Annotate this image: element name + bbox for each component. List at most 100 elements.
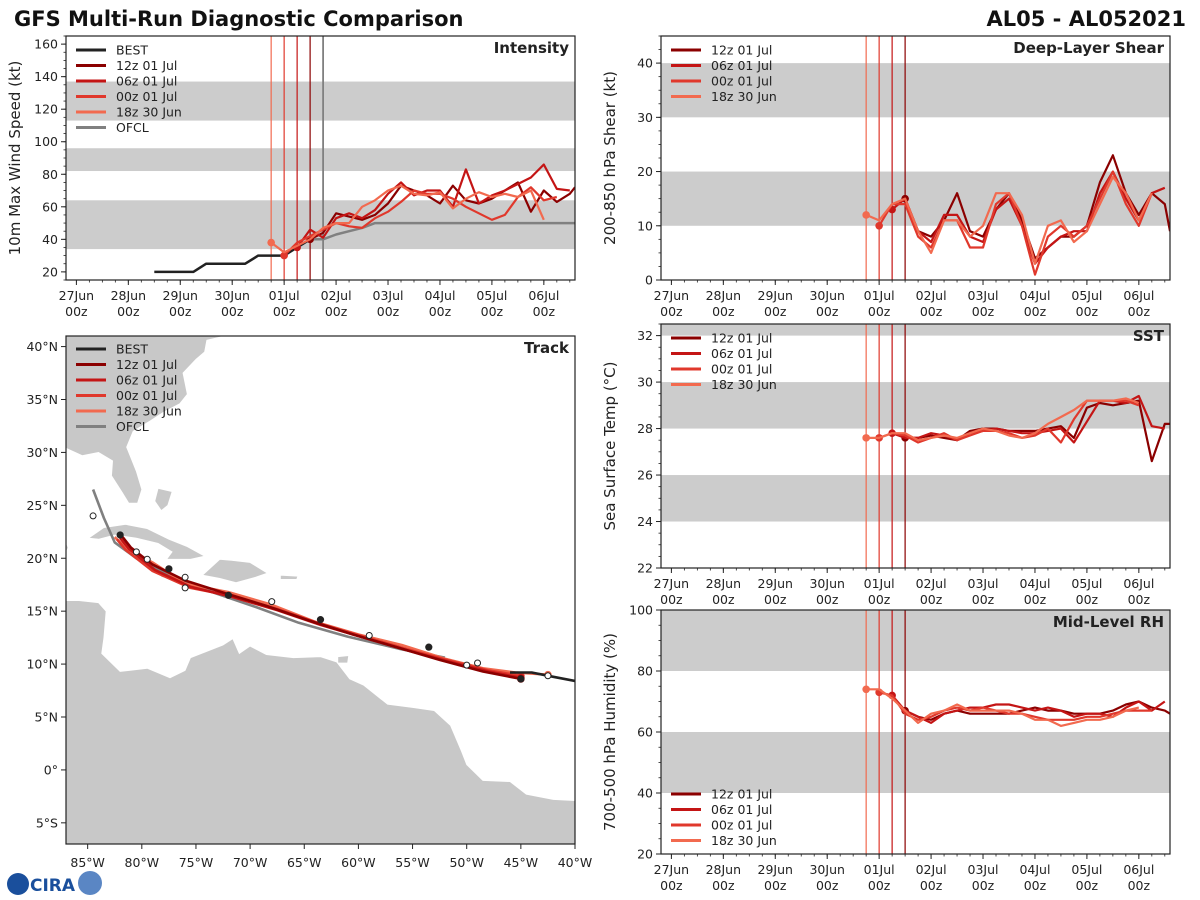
x-tick-label-hour: 00z	[816, 304, 839, 319]
x-tick-label-date: 05Jul	[1071, 862, 1102, 877]
legend-label-00z-01-jul: 00z 01 Jul	[711, 362, 772, 377]
x-tick-label: 70°W	[233, 855, 268, 870]
x-tick-label-hour: 00z	[972, 592, 995, 607]
y-tick-label: 32	[637, 328, 653, 343]
x-tick-label-hour: 00z	[1128, 304, 1151, 319]
x-tick-label-hour: 00z	[816, 592, 839, 607]
series-line-06z-01-jul	[296, 163, 570, 249]
landmass-bahamas	[154, 487, 173, 512]
track-open-marker	[89, 512, 97, 520]
x-tick-label-hour: 00z	[660, 878, 683, 893]
legend-label-12z-01-jul: 12z 01 Jul	[711, 331, 772, 346]
x-tick-label: 85°W	[70, 855, 105, 870]
legend-label-06z-01-jul: 06z 01 Jul	[711, 802, 772, 817]
y-axis-label: Sea Surface Temp (°C)	[601, 361, 619, 530]
logo-emblem-icon	[78, 871, 102, 895]
x-tick-label-date: 30Jun	[809, 862, 844, 877]
panel-title: Intensity	[494, 39, 570, 57]
series-start-marker-00z-01-jul	[280, 251, 288, 260]
landmass-south-america	[66, 600, 575, 844]
series-line-18z-30-jun	[866, 688, 1140, 728]
panel-sst: 22242628303227Jun00z28Jun00z29Jun00z30Ju…	[601, 323, 1171, 607]
y-tick-label: 22	[637, 561, 653, 576]
series-line-18z-30-jun	[866, 397, 1140, 442]
x-tick-label-date: 04Jul	[1019, 288, 1050, 303]
panel-shear: 01020304027Jun00z28Jun00z29Jun00z30Jun00…	[601, 35, 1171, 319]
x-tick-label-hour: 00z	[1024, 304, 1047, 319]
x-tick-label-hour: 00z	[1076, 304, 1099, 319]
legend-label-06z-01-jul: 06z 01 Jul	[711, 346, 772, 361]
panel-title: Track	[524, 339, 570, 357]
x-tick-label-date: 06Jul	[528, 288, 559, 303]
series-start-marker-18z-30-jun	[862, 434, 870, 442]
y-tick-label: 0	[645, 273, 653, 288]
y-tick-label: 100	[34, 134, 58, 149]
x-tick-label-hour: 00z	[1128, 592, 1151, 607]
panel-title: Mid-Level RH	[1053, 613, 1164, 631]
x-tick-label-date: 05Jul	[1071, 576, 1102, 591]
x-tick-label-date: 28Jun	[111, 288, 146, 303]
x-tick-label-date: 06Jul	[1123, 576, 1154, 591]
legend-label-00z-01-jul: 00z 01 Jul	[116, 89, 177, 104]
shaded-band	[661, 475, 1170, 522]
y-axis-label: 200-850 hPa Shear (kt)	[601, 71, 619, 245]
cira-logo: CIRA	[7, 871, 102, 896]
x-tick-label-hour: 00z	[377, 304, 400, 319]
legend-label-best: BEST	[116, 43, 148, 58]
figure-title: GFS Multi-Run Diagnostic Comparison	[14, 7, 463, 31]
x-tick-label-hour: 00z	[325, 304, 348, 319]
y-axis-label: 700-500 hPa Humidity (%)	[601, 633, 619, 831]
x-tick-label-date: 05Jul	[476, 288, 507, 303]
x-tick-label-hour: 00z	[1024, 878, 1047, 893]
track-open-marker	[143, 555, 151, 563]
x-tick-label-date: 30Jun	[214, 288, 249, 303]
logo-globe-icon	[7, 873, 29, 895]
shaded-band	[66, 81, 575, 121]
y-tick-label: 80	[637, 664, 653, 679]
shaded-band	[661, 63, 1170, 118]
panel-rh: 2040608010027Jun00z28Jun00z29Jun00z30Jun…	[601, 603, 1171, 893]
y-tick-label: 40	[42, 232, 58, 247]
x-tick-label-date: 28Jun	[706, 862, 741, 877]
track-filled-marker	[116, 531, 124, 539]
x-tick-label-date: 01Jul	[269, 288, 300, 303]
x-tick-label-date: 03Jul	[968, 288, 999, 303]
legend-label-18z-30-jun: 18z 30 Jun	[711, 833, 777, 848]
legend-label-00z-01-jul: 00z 01 Jul	[711, 74, 772, 89]
x-tick-label-hour: 00z	[816, 878, 839, 893]
x-tick-label: 55°W	[395, 855, 430, 870]
y-tick-label: 26	[637, 468, 653, 483]
legend-label-00z-01-jul: 00z 01 Jul	[116, 388, 177, 403]
x-tick-label-hour: 00z	[429, 304, 452, 319]
shaded-band	[661, 382, 1170, 429]
track-open-marker	[463, 661, 471, 669]
x-tick-label-hour: 00z	[1024, 592, 1047, 607]
track-filled-marker	[165, 565, 173, 573]
series-start-marker-00z-01-jul	[875, 221, 883, 230]
plot-frame	[65, 335, 576, 845]
legend-label-best: BEST	[116, 342, 148, 357]
x-tick-label-date: 06Jul	[1123, 288, 1154, 303]
x-tick-label: 75°W	[179, 855, 214, 870]
map-land	[66, 336, 575, 844]
y-tick-label: 20	[637, 847, 653, 862]
y-tick-label: 0°	[44, 762, 58, 777]
y-tick-label: 24	[637, 514, 653, 529]
legend-label-ofcl: OFCL	[116, 120, 149, 135]
y-tick-label: 30	[637, 375, 653, 390]
x-tick-label-date: 04Jul	[424, 288, 455, 303]
y-tick-label: 15°N	[26, 604, 58, 619]
shaded-band	[661, 610, 1170, 671]
x-tick-label-hour: 00z	[1128, 878, 1151, 893]
y-tick-label: 140	[34, 69, 58, 84]
panel-track: 5°S 0° 5°N 10°N 15°N 20°N 25°N 30°N 35°N 40°N 85°W…	[26, 335, 592, 870]
track-open-marker	[181, 584, 189, 592]
y-tick-label: 120	[34, 102, 58, 117]
y-tick-label: 20°N	[26, 551, 58, 566]
x-tick-label-date: 28Jun	[706, 576, 741, 591]
x-tick-label-hour: 00z	[117, 304, 140, 319]
shaded-band	[66, 148, 575, 172]
track-filled-marker	[316, 616, 325, 624]
shaded-band	[661, 324, 1170, 336]
